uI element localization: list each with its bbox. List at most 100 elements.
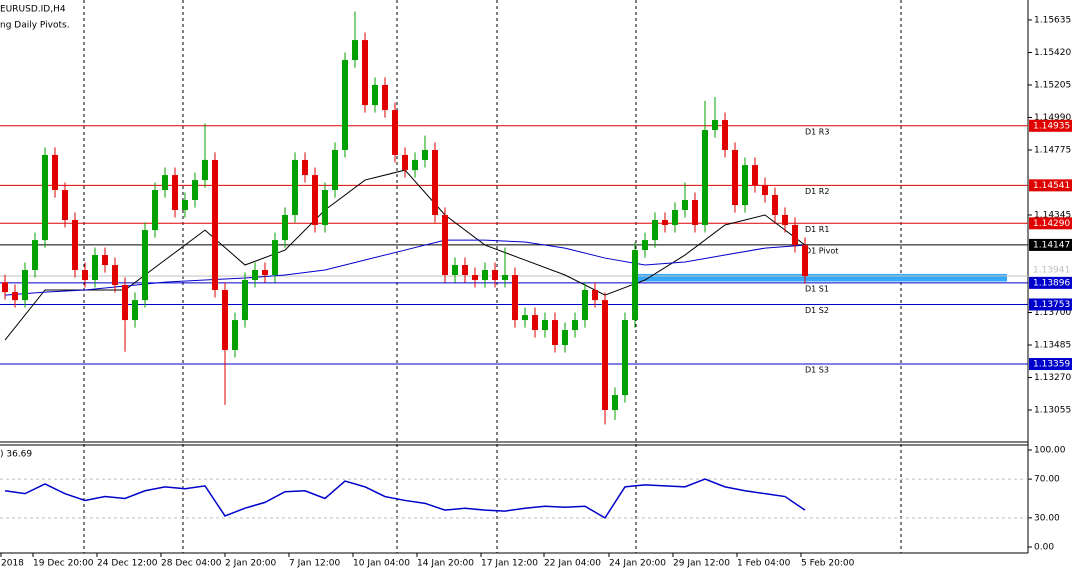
candle-body	[702, 130, 708, 225]
candle-body	[332, 149, 338, 191]
y-tick-label: 1.14775	[1034, 145, 1071, 155]
price-box	[1029, 276, 1072, 289]
y-tick-label: 1.15635	[1034, 15, 1071, 25]
candle-body	[342, 60, 348, 150]
candle-body	[642, 240, 648, 251]
price-label: 1.14935	[1033, 121, 1070, 131]
candle-body	[802, 245, 808, 277]
candle-body	[62, 190, 68, 220]
candle-body	[592, 289, 598, 301]
candle-body	[12, 292, 18, 301]
candle-body	[582, 289, 588, 321]
x-tick-label: 29 Jan 12:00	[673, 559, 730, 569]
candle-body	[732, 149, 738, 206]
x-tick-label: 10 Jan 04:00	[353, 559, 410, 569]
candle-body	[652, 219, 658, 241]
x-tick-label: 24 Dec 12:00	[97, 559, 158, 569]
price-label: 1.13359	[1033, 360, 1070, 370]
candle-body	[572, 320, 578, 331]
price-box	[1029, 298, 1072, 311]
x-tick-label: 2 Jan 20:00	[225, 559, 277, 569]
y-tick-label: 1.13055	[1034, 406, 1071, 416]
pivot-name: D1 R1	[805, 225, 829, 234]
indicator-tick-label: 100.00	[1034, 446, 1066, 456]
candle-body	[222, 289, 228, 350]
y-tick-label: 1.13270	[1034, 373, 1071, 383]
candle-body	[392, 110, 398, 155]
candle-body	[632, 250, 638, 321]
candle-body	[782, 214, 788, 225]
last-price-label: 1.13941	[1033, 266, 1070, 276]
price-box	[1029, 238, 1072, 251]
candle-body	[502, 275, 508, 280]
candle-body	[382, 84, 388, 111]
candle-body	[92, 255, 98, 280]
candle-body	[182, 200, 188, 210]
x-tick-label: 19 Dec 20:00	[33, 559, 94, 569]
candle-body	[692, 200, 698, 225]
moving-average	[4, 239, 806, 296]
pivot-name: D1 S1	[805, 284, 829, 293]
candle-body	[102, 255, 108, 266]
candle-body	[322, 190, 328, 225]
candle-body	[712, 120, 718, 131]
price-label: 1.13896	[1033, 278, 1070, 288]
candle-body	[362, 40, 368, 106]
y-tick-label: 1.15205	[1034, 80, 1071, 90]
highlight-zone	[632, 273, 1007, 282]
candle-body	[312, 175, 318, 225]
pivot-name: D1 Pivot	[805, 246, 838, 255]
price-label: 1.14541	[1033, 181, 1070, 191]
y-tick-label: 1.13700	[1034, 308, 1071, 318]
candle-body	[352, 40, 358, 61]
candle-body	[372, 84, 378, 106]
candle-body	[412, 159, 418, 171]
candle-body	[722, 120, 728, 150]
x-tick-label: 5 Feb 20:00	[801, 559, 855, 569]
candle-body	[122, 284, 128, 321]
x-tick-label: 24 Jan 20:00	[609, 559, 666, 569]
candle-body	[472, 275, 478, 280]
x-tick-label: 14 Jan 20:00	[417, 559, 474, 569]
price-label: 1.14147	[1033, 240, 1070, 250]
candle-body	[452, 265, 458, 276]
candle-body	[772, 195, 778, 215]
candle-body	[22, 270, 28, 301]
x-tick-label: 17 Jan 12:00	[481, 559, 538, 569]
pivot-name: D1 R2	[805, 187, 829, 196]
indicator-line	[4, 478, 806, 519]
candle-body	[762, 185, 768, 196]
candle-body	[622, 320, 628, 396]
candle-body	[232, 320, 238, 350]
candle-body	[432, 149, 438, 215]
chart-title: EURUSD.ID,H4	[0, 5, 66, 15]
x-tick-label: 2018	[1, 559, 24, 569]
price-label: 1.13753	[1033, 300, 1070, 310]
indicator-label: ) 36.69	[0, 450, 32, 460]
x-tick-label: 7 Jan 12:00	[289, 559, 341, 569]
candle-body	[422, 149, 428, 160]
price-box	[1029, 217, 1072, 230]
candle-body	[262, 270, 268, 276]
candle-body	[442, 214, 448, 276]
pivot-name: D1 S2	[805, 306, 829, 315]
price-box	[1029, 179, 1072, 192]
x-tick-label: 1 Feb 04:00	[737, 559, 791, 569]
candle-body	[492, 270, 498, 280]
candle-body	[32, 240, 38, 271]
candle-body	[532, 315, 538, 331]
candle-body	[672, 209, 678, 225]
x-tick-label: 22 Jan 04:00	[544, 559, 601, 569]
candle-body	[142, 230, 148, 301]
indicator-tick-label: 70.00	[1034, 475, 1060, 485]
candle-body	[662, 219, 668, 225]
candle-body	[52, 154, 58, 191]
candle-body	[252, 270, 258, 280]
candle-body	[792, 224, 798, 246]
candle-body	[272, 240, 278, 276]
price-box	[1029, 119, 1072, 132]
candle-body	[552, 320, 558, 345]
candle-body	[42, 154, 48, 241]
candle-body	[292, 159, 298, 215]
